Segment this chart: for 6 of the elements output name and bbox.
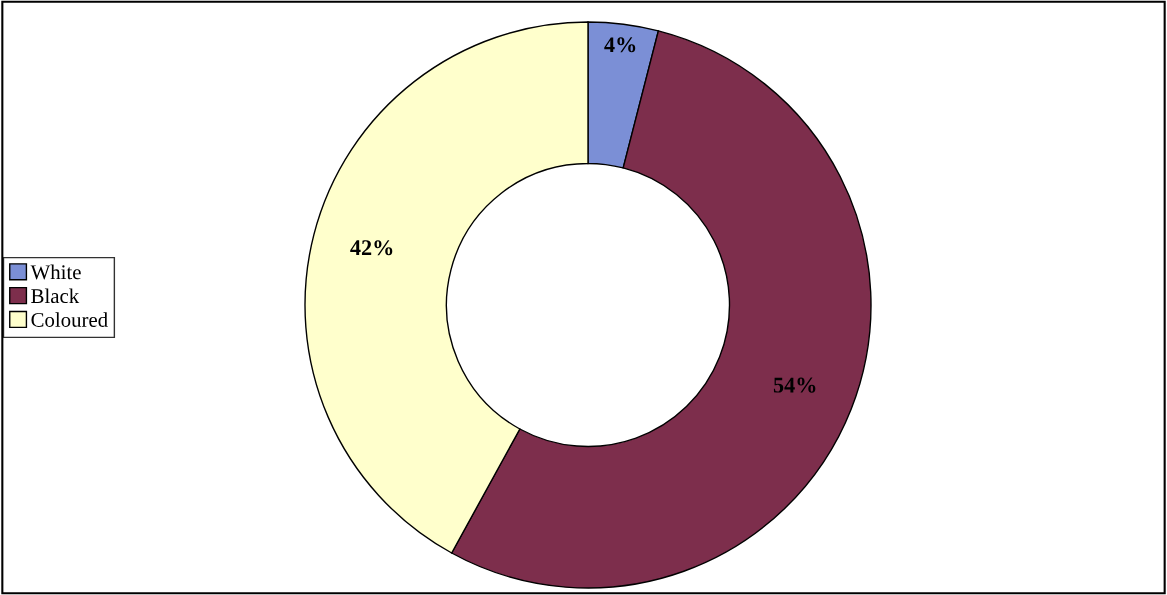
data-label: 4% [604,37,636,53]
data-label: 42% [350,240,393,256]
legend-label: White [30,264,81,280]
data-label: 54% [773,377,816,393]
legend-label: Black [31,288,80,304]
legend-label: Coloured [31,312,108,327]
